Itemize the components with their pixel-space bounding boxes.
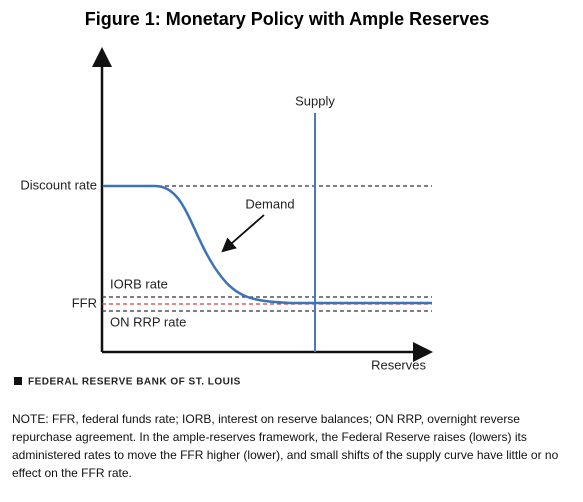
- demand-curve: [104, 184, 432, 305]
- note: NOTE: FFR, federal funds rate; IORB, int…: [12, 412, 559, 480]
- source-icon: [14, 377, 22, 385]
- demand-arrow: [221, 214, 265, 253]
- demand-label: Demand: [245, 196, 294, 211]
- diagram: Figure 1: Monetary Policy with Ample Res…: [14, 9, 489, 388]
- on-rrp-label: ON RRP rate: [110, 314, 186, 329]
- supply-label: Supply: [295, 93, 335, 108]
- source: FEDERAL RESERVE BANK OF ST. LOUIS: [28, 377, 241, 388]
- discount-rate-label: Discount rate: [20, 177, 97, 192]
- x-axis-label: Reserves: [371, 357, 426, 372]
- title: Figure 1: Monetary Policy with Ample Res…: [85, 9, 489, 29]
- iorb-label: IORB rate: [110, 276, 168, 291]
- ffr-label: FFR: [72, 295, 97, 310]
